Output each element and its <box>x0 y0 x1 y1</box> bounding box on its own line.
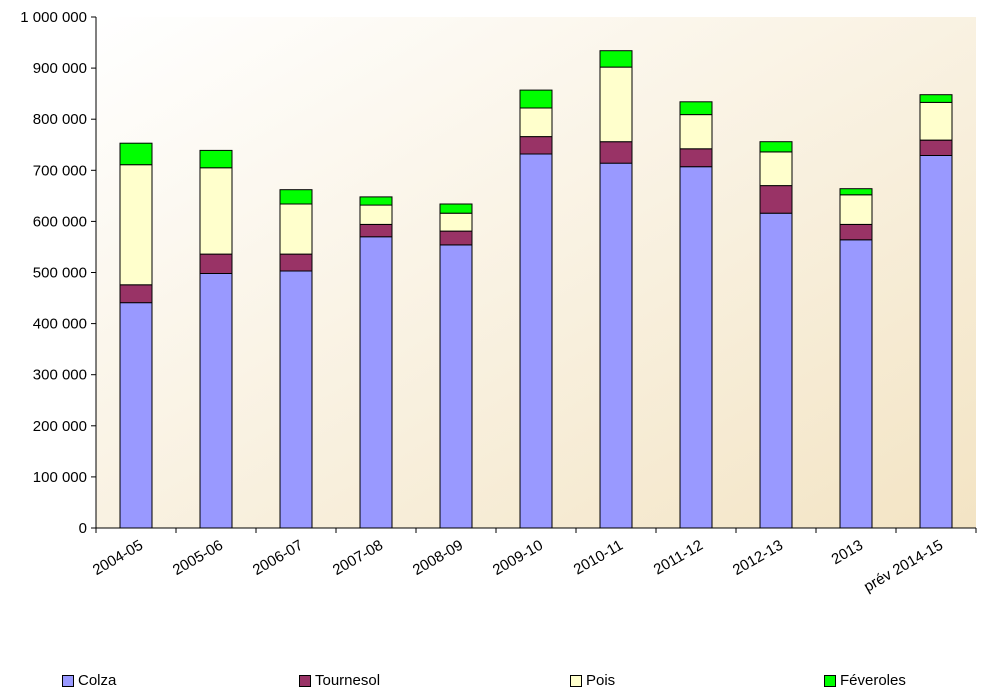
bar-segment-tournesol-2004-05 <box>119 284 153 304</box>
y-tick-label: 900 000 <box>33 60 87 77</box>
bar-segment-f-veroles-2007-08 <box>359 196 393 206</box>
bar-segment-pois-2013 <box>839 194 873 225</box>
x-tick-label: 2009-10 <box>490 537 546 579</box>
bar-segment-pois-2006-07 <box>279 203 313 255</box>
y-tick-label: 400 000 <box>33 316 87 333</box>
bar-segment-pois-2005-06 <box>199 167 233 255</box>
y-tick-label: 600 000 <box>33 213 87 230</box>
y-tick-label: 300 000 <box>33 367 87 384</box>
bar-segment-f-veroles-2006-07 <box>279 189 313 205</box>
bar-segment-tournesol-2010-11 <box>599 141 633 164</box>
bar-segment-colza-2006-07 <box>279 270 313 529</box>
bar-segment-tournesol-pr-v-2014-15 <box>919 139 953 156</box>
legend-label: Féveroles <box>840 672 906 689</box>
legend-item-pois: Pois <box>570 672 615 689</box>
bar-segment-colza-2004-05 <box>119 302 153 529</box>
y-tick-label: 1 000 000 <box>20 9 87 26</box>
y-tick-label: 500 000 <box>33 265 87 282</box>
bar-segment-tournesol-2009-10 <box>519 136 553 155</box>
bar-segment-colza-2009-10 <box>519 153 553 529</box>
legend-label: Tournesol <box>315 672 381 689</box>
x-tick-label: 2008-09 <box>410 537 466 579</box>
bar-segment-f-veroles-2008-09 <box>439 203 473 214</box>
bar-segment-tournesol-2008-09 <box>439 230 473 246</box>
y-tick-label: 700 000 <box>33 162 87 179</box>
bar-segment-f-veroles-2011-12 <box>679 101 713 116</box>
bar-segment-colza-2013 <box>839 239 873 529</box>
bar-segment-colza-2011-12 <box>679 166 713 529</box>
x-tick-label: 2012-13 <box>730 537 786 579</box>
legend-label: Colza <box>78 672 117 689</box>
x-tick-label: 2005-06 <box>170 537 226 579</box>
legend-swatch <box>299 674 311 687</box>
bar-segment-pois-2011-12 <box>679 114 713 150</box>
bar-segment-f-veroles-2013 <box>839 188 873 196</box>
bar-segment-pois-2010-11 <box>599 66 633 143</box>
bar-segment-pois-pr-v-2014-15 <box>919 101 953 141</box>
bar-segment-f-veroles-pr-v-2014-15 <box>919 94 953 103</box>
x-tick-label: 2006-07 <box>250 537 306 579</box>
y-tick-label: 0 <box>79 520 87 537</box>
bar-segment-tournesol-2013 <box>839 224 873 241</box>
legend-swatch <box>570 674 582 687</box>
y-tick-label: 100 000 <box>33 469 87 486</box>
y-tick-label: 800 000 <box>33 111 87 128</box>
bar-segment-colza-2012-13 <box>759 212 793 529</box>
bar-segment-tournesol-2006-07 <box>279 253 313 272</box>
bar-segment-colza-pr-v-2014-15 <box>919 155 953 529</box>
legend-item-colza: Colza <box>62 672 116 689</box>
x-tick-label: 2013 <box>829 537 866 568</box>
bar-segment-f-veroles-2010-11 <box>599 50 633 68</box>
bar-segment-colza-2007-08 <box>359 236 393 529</box>
x-tick-label: 2011-12 <box>651 537 706 579</box>
bar-segment-pois-2008-09 <box>439 212 473 232</box>
legend-label: Pois <box>586 672 616 689</box>
bar-segment-f-veroles-2004-05 <box>119 142 153 166</box>
bar-segment-f-veroles-2005-06 <box>199 149 233 169</box>
x-tick-label: 2004-05 <box>90 537 146 579</box>
bar-segment-tournesol-2007-08 <box>359 224 393 238</box>
legend-swatch <box>62 674 74 687</box>
bar-segment-colza-2008-09 <box>439 244 473 529</box>
legend-item-tournesol: Tournesol <box>299 672 380 689</box>
bar-segment-pois-2012-13 <box>759 151 793 187</box>
bar-segment-tournesol-2005-06 <box>199 253 233 275</box>
bar-segment-pois-2004-05 <box>119 164 153 286</box>
x-tick-label: prév 2014-15 <box>861 537 946 596</box>
bar-segment-tournesol-2011-12 <box>679 148 713 168</box>
legend-item-f-veroles: Féveroles <box>824 672 906 689</box>
legend: Colza Tournesol Pois Féveroles <box>0 672 981 692</box>
y-tick-label: 200 000 <box>33 418 87 435</box>
bar-segment-f-veroles-2012-13 <box>759 141 793 153</box>
bar-segment-tournesol-2012-13 <box>759 185 793 214</box>
bar-segment-pois-2007-08 <box>359 204 393 225</box>
x-tick-label: 2010-11 <box>571 537 626 579</box>
bar-segment-colza-2005-06 <box>199 273 233 529</box>
bar-segment-colza-2010-11 <box>599 162 633 529</box>
bar-segment-f-veroles-2009-10 <box>519 89 553 109</box>
x-tick-label: 2007-08 <box>330 537 386 579</box>
bar-segment-pois-2009-10 <box>519 107 553 138</box>
legend-swatch <box>824 674 836 687</box>
